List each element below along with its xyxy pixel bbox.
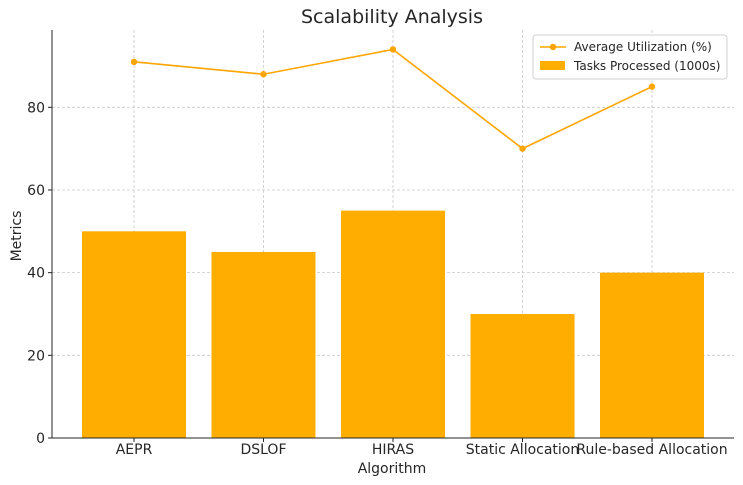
bar <box>470 313 575 438</box>
chart-title: Scalability Analysis <box>301 6 483 28</box>
utilization-point <box>519 145 526 152</box>
x-tick-label: AEPR <box>116 442 153 458</box>
legend-label-tasks: Tasks Processed (1000s) <box>573 59 720 73</box>
bar-layer <box>82 210 704 438</box>
utilization-point <box>648 83 656 90</box>
legend-frame <box>532 34 728 80</box>
legend-label-utilization: Average Utilization (%) <box>574 40 712 54</box>
utilization-point <box>260 71 267 78</box>
bar <box>341 210 445 438</box>
y-tick-label: 80 <box>27 100 45 116</box>
x-tick-label: HIRAS <box>372 442 414 458</box>
y-axis-title: Metrics <box>9 211 25 262</box>
x-tick-label: Rule-based Allocation <box>576 442 727 458</box>
line-layer <box>130 46 656 152</box>
tick-layer: 0 20 40 60 80 AEPR DSLOF HIRAS Static Allocation… <box>27 100 727 458</box>
x-axis-title: Algorithm <box>358 461 427 477</box>
bar <box>82 231 186 438</box>
legend: Average Utilization (%) Tasks Processed … <box>532 34 728 80</box>
y-tick-label: 20 <box>27 348 45 364</box>
utilization-point <box>389 46 397 53</box>
x-tick-label: DSLOF <box>240 442 286 458</box>
x-tick-label: Static Allocation <box>466 442 580 458</box>
y-tick-label: 40 <box>27 266 45 282</box>
legend-bar-swatch <box>540 61 565 70</box>
utilization-point <box>130 58 138 66</box>
bar <box>211 251 316 438</box>
legend-line-marker <box>549 43 557 51</box>
y-tick-label: 60 <box>27 183 45 199</box>
bar <box>600 272 704 438</box>
y-tick-label: 0 <box>36 431 45 447</box>
